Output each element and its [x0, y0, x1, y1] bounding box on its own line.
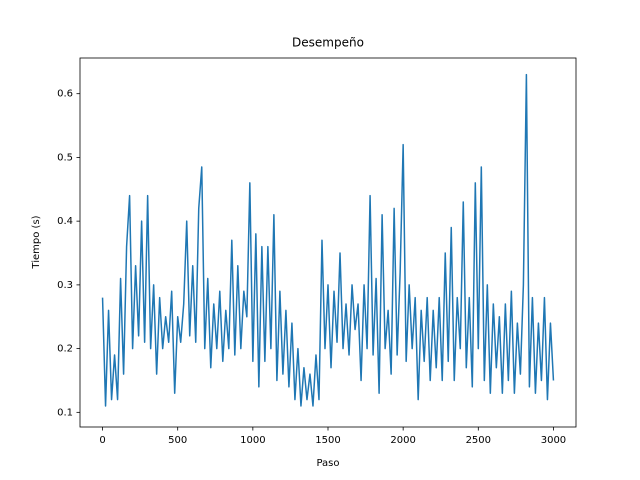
x-tick-label: 0 [99, 435, 105, 446]
x-tick-label: 1000 [240, 435, 265, 446]
y-tick-label: 0.2 [57, 344, 73, 355]
x-tick-label: 2500 [466, 435, 491, 446]
chart-title: Desempeño [292, 36, 364, 50]
y-tick-label: 0.6 [57, 89, 73, 100]
x-tick-label: 500 [168, 435, 187, 446]
x-tick-label: 2000 [390, 435, 415, 446]
x-axis-label: Paso [316, 458, 339, 469]
x-tick-label: 3000 [541, 435, 566, 446]
y-tick-label: 0.4 [57, 216, 73, 227]
x-tick-label: 1500 [315, 435, 340, 446]
data-line [101, 73, 555, 407]
y-tick-label: 0.1 [57, 407, 73, 418]
y-axis-label: Tiempo (s) [31, 215, 42, 269]
y-tick-label: 0.5 [57, 152, 73, 163]
y-tick-label: 0.3 [57, 280, 73, 291]
